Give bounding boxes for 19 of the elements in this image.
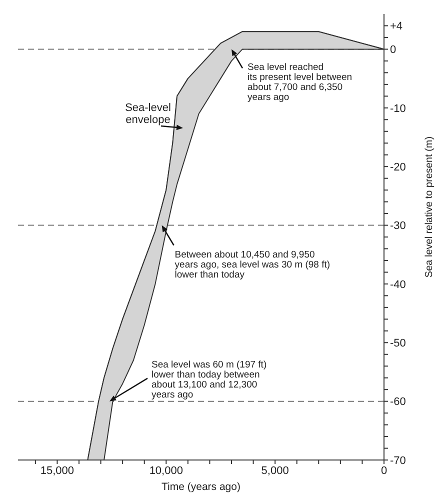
y-tick-label: 0 [390, 44, 396, 56]
y-tick-label: -70 [390, 454, 406, 467]
x-tick-label: 5,000 [261, 464, 289, 477]
y-tick-label: -40 [390, 278, 406, 291]
y-tick-label: -10 [390, 102, 406, 115]
y-tick-label: -60 [390, 396, 406, 408]
x-tick-label: 10,000 [149, 464, 183, 477]
y-tick-label: -30 [390, 220, 406, 232]
y-tick-label: -50 [390, 338, 406, 350]
x-tick-label: 0 [380, 464, 388, 477]
annotation: Sea level reached its present level between about 7,700 and 6,350 years ago [248, 62, 352, 104]
y-tick-label: +4 [390, 20, 403, 33]
x-tick-label: 15,000 [40, 464, 74, 477]
annotation: Sea level was 60 m (197 ft) lower than today between about 13,100 and 12,300 years ago [152, 359, 267, 400]
annotation: Sea-level envelope [125, 102, 171, 126]
y-axis-title: Sea level relative to present (m) [424, 136, 435, 278]
y-tick-label: -20 [390, 161, 406, 174]
x-axis-title: Time (years ago) [162, 481, 240, 493]
annotation: Between about 10,450 and 9,950 years ago, sea level was 30 m (98 ft) lower than today [174, 249, 330, 280]
